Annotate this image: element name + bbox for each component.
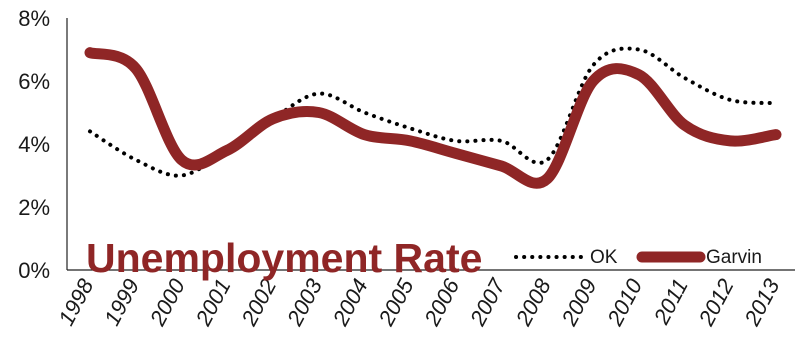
x-axis-ticks: 1998 1999 2000 2001 2002 2003 2004 2005 2006 2007…: [53, 274, 784, 331]
data-point-garvin: [408, 139, 412, 143]
x-tick-label: 2010: [602, 274, 648, 331]
data-point-ok: [454, 139, 458, 143]
series-line-garvin: [84, 47, 782, 189]
data-point-ok: [774, 101, 778, 105]
x-tick-label: 2005: [373, 274, 419, 331]
x-tick-label: 2013: [739, 274, 785, 331]
data-point-garvin: [545, 177, 549, 181]
data-point-ok: [728, 98, 732, 102]
data-point-ok: [180, 174, 184, 178]
data-point-garvin: [774, 133, 778, 137]
data-point-garvin: [500, 164, 504, 168]
data-point-garvin: [728, 139, 732, 143]
data-point-garvin: [271, 117, 275, 121]
chart-title: Unemployment Rate: [86, 235, 482, 281]
series-layer: [84, 46, 782, 189]
x-tick-label: 2006: [419, 274, 465, 331]
data-point-garvin: [180, 158, 184, 162]
data-point-ok: [134, 158, 138, 162]
series-line-ok: [88, 46, 778, 178]
y-tick-label: 2%: [18, 195, 50, 220]
data-point-garvin: [591, 79, 595, 83]
data-point-garvin: [454, 151, 458, 155]
y-tick-label: 6%: [18, 69, 50, 94]
data-point-ok: [637, 48, 641, 52]
data-point-ok: [408, 126, 412, 130]
legend: OK Garvin: [514, 247, 762, 268]
data-point-ok: [545, 158, 549, 162]
legend-label-garvin: Garvin: [706, 247, 762, 268]
x-tick-label: 2003: [282, 274, 328, 331]
legend-label-ok: OK: [590, 247, 618, 268]
x-tick-label: 2000: [144, 274, 190, 331]
data-point-ok: [500, 139, 504, 143]
x-tick-label: 2008: [510, 274, 556, 331]
data-point-ok: [591, 63, 595, 67]
x-tick-label: 2009: [556, 275, 602, 331]
y-tick-label: 8%: [18, 6, 50, 31]
data-point-garvin: [317, 111, 321, 115]
x-tick-label: 2012: [693, 275, 739, 331]
data-point-garvin: [88, 51, 92, 55]
data-point-ok: [683, 76, 687, 80]
data-point-ok: [88, 129, 92, 133]
data-point-garvin: [683, 123, 687, 127]
data-point-ok: [362, 111, 366, 115]
x-tick-label: 2001: [190, 275, 236, 331]
data-point-garvin: [134, 66, 138, 70]
data-point-garvin: [637, 73, 641, 77]
x-tick-label: 1999: [99, 275, 144, 330]
y-tick-label: 4%: [18, 132, 50, 157]
x-tick-label: 1998: [53, 274, 98, 330]
x-tick-label: 2002: [236, 275, 282, 331]
data-point-garvin: [225, 148, 229, 152]
x-tick-label: 2011: [648, 275, 693, 329]
x-tick-label: 2007: [464, 274, 510, 331]
y-axis-ticks: 0% 2% 4% 6% 8%: [18, 6, 50, 283]
data-point-ok: [317, 92, 321, 96]
data-point-garvin: [362, 133, 366, 137]
y-tick-label: 0%: [18, 258, 50, 283]
x-tick-label: 2004: [327, 275, 373, 331]
